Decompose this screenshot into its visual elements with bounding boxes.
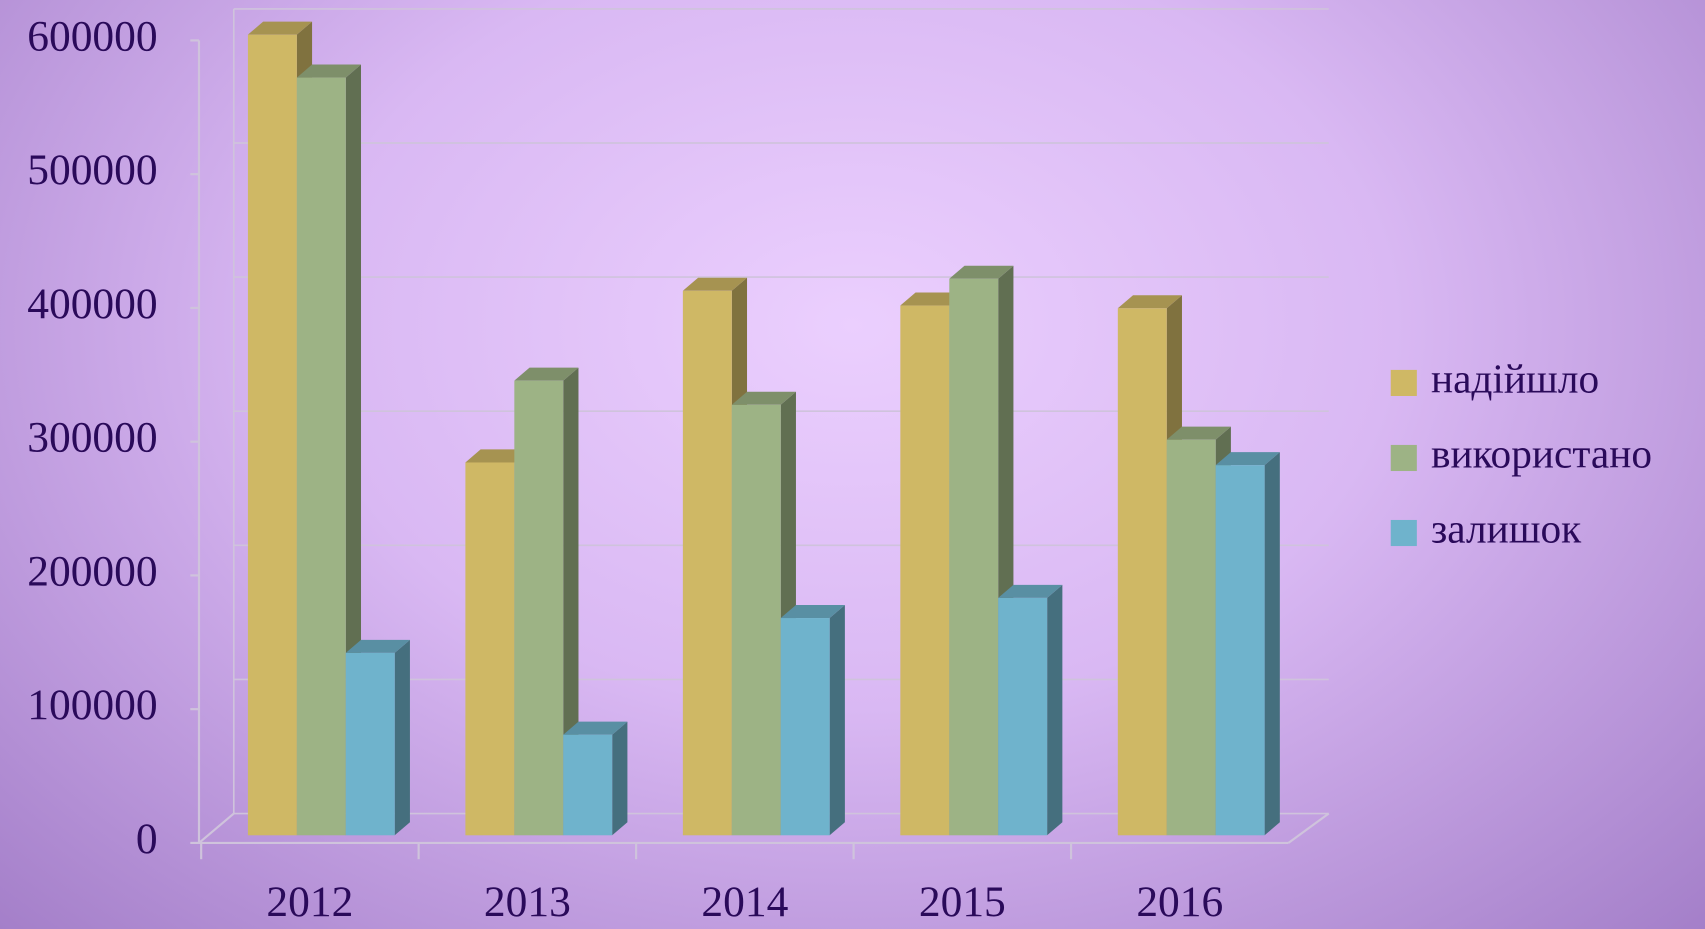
bar-top — [465, 449, 530, 463]
bar — [1117, 308, 1167, 836]
bar-side — [1264, 452, 1280, 836]
y-tick-label: 0 — [136, 815, 158, 863]
bar — [998, 597, 1048, 836]
bar — [731, 404, 781, 836]
bar-top — [296, 64, 362, 78]
legend-swatch — [1390, 519, 1417, 547]
bar — [247, 34, 297, 836]
bar — [1215, 465, 1265, 836]
bar-top — [998, 584, 1063, 598]
bar — [780, 618, 830, 836]
y-tick-label: 100000 — [27, 681, 157, 729]
bar — [465, 462, 515, 836]
bar-side — [1047, 584, 1063, 836]
bar — [1166, 439, 1216, 836]
bar — [296, 77, 346, 836]
bar-top — [1166, 426, 1231, 440]
bar — [514, 380, 564, 836]
bar-top — [780, 604, 845, 619]
bar-top — [345, 639, 410, 653]
y-tick-label: 600000 — [27, 12, 157, 60]
bar-top — [1215, 452, 1280, 466]
x-tick-label: 2012 — [266, 878, 353, 926]
legend-swatch — [1390, 444, 1417, 472]
bar — [682, 290, 732, 836]
bar-top — [949, 265, 1014, 279]
bar-top — [247, 21, 313, 35]
bar-top — [514, 367, 579, 381]
bar-top — [1117, 295, 1182, 309]
bar-side — [563, 367, 579, 836]
bar — [900, 305, 950, 836]
y-tick-label: 500000 — [27, 146, 157, 194]
legend-swatch — [1390, 369, 1417, 396]
bar-side — [345, 64, 362, 836]
floor-edge — [198, 812, 235, 844]
bar — [563, 734, 613, 836]
floor-edge — [1287, 812, 1330, 844]
bar — [949, 278, 999, 836]
bar-side — [612, 721, 628, 836]
y-tick-label: 300000 — [27, 414, 157, 462]
x-tick-label: 2013 — [484, 878, 571, 926]
bar-top — [563, 721, 628, 735]
legend-label: використано — [1431, 430, 1652, 476]
bar-top — [731, 391, 796, 405]
x-tick-label: 2014 — [701, 878, 788, 926]
x-tick-label: 2016 — [1136, 878, 1223, 926]
bar-side — [829, 604, 845, 836]
bar — [345, 652, 395, 836]
bar-top — [682, 277, 748, 291]
y-tick-label: 200000 — [27, 547, 157, 595]
bar-side — [394, 639, 410, 836]
bar-top — [900, 292, 965, 306]
y-tick-label: 400000 — [27, 280, 157, 328]
legend-label: надійшло — [1431, 355, 1599, 401]
legend-label: залишок — [1431, 505, 1582, 551]
x-tick-label: 2015 — [919, 878, 1006, 926]
